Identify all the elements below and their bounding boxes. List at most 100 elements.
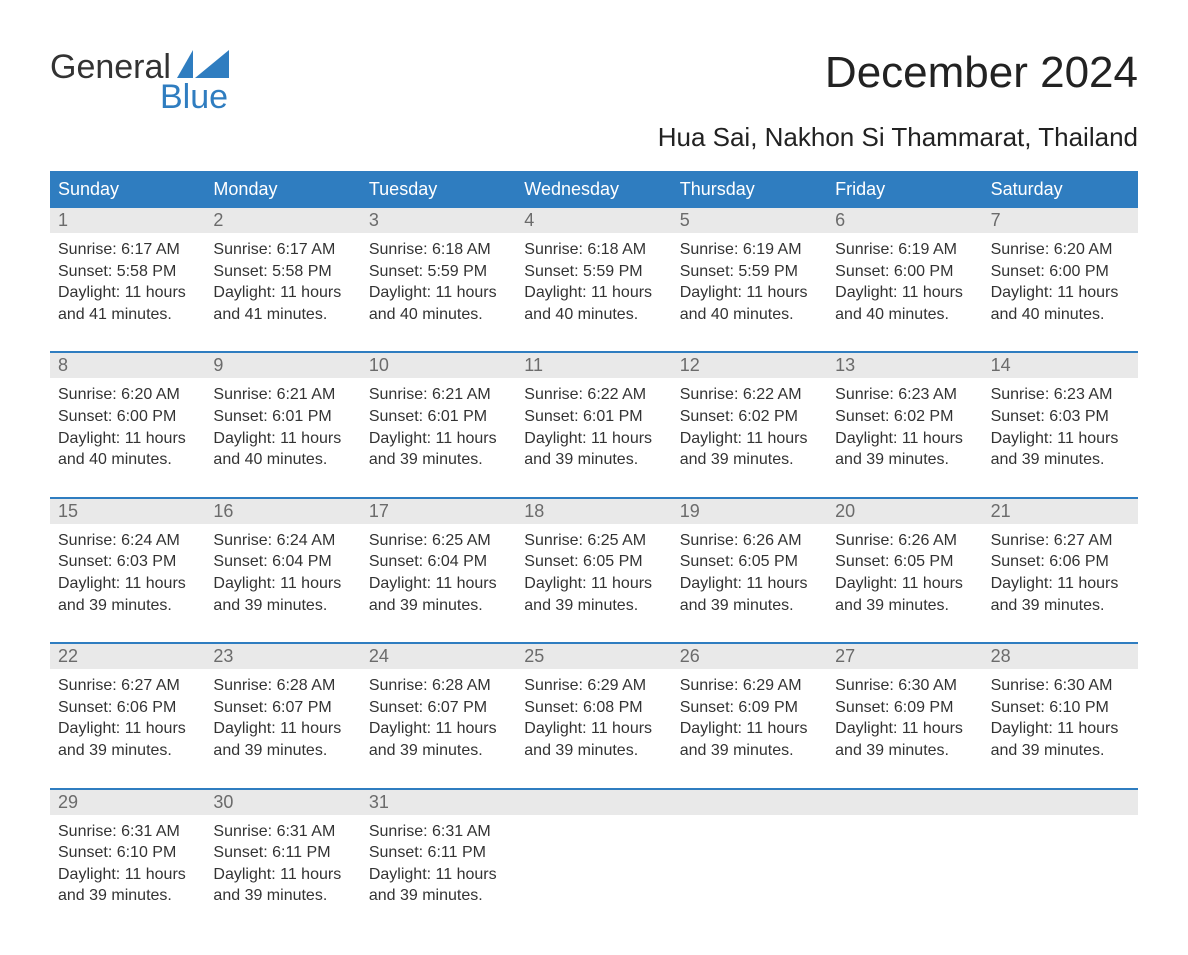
day-number: 19 xyxy=(672,499,827,524)
sunset-text: Sunset: 5:58 PM xyxy=(58,261,197,283)
weekday-header: Monday xyxy=(205,173,360,206)
daylight-text-2: and 40 minutes. xyxy=(835,304,974,326)
sunrise-text: Sunrise: 6:31 AM xyxy=(213,821,352,843)
sunrise-text: Sunrise: 6:20 AM xyxy=(58,384,197,406)
day-number: 30 xyxy=(205,790,360,815)
header: General Blue December 2024 xyxy=(50,50,1138,114)
weekday-header: Friday xyxy=(827,173,982,206)
day-cell: Sunrise: 6:21 AMSunset: 6:01 PMDaylight:… xyxy=(205,378,360,478)
day-cell: Sunrise: 6:22 AMSunset: 6:02 PMDaylight:… xyxy=(672,378,827,478)
calendar-week: 293031 Sunrise: 6:31 AMSunset: 6:10 PMDa… xyxy=(50,788,1138,915)
sunset-text: Sunset: 6:06 PM xyxy=(58,697,197,719)
sunrise-text: Sunrise: 6:17 AM xyxy=(213,239,352,261)
day-number: 7 xyxy=(983,208,1138,233)
weekday-header: Saturday xyxy=(983,173,1138,206)
sunset-text: Sunset: 6:11 PM xyxy=(213,842,352,864)
sunrise-text: Sunrise: 6:24 AM xyxy=(58,530,197,552)
day-number xyxy=(827,790,982,815)
daylight-text-1: Daylight: 11 hours xyxy=(835,282,974,304)
day-cell: Sunrise: 6:24 AMSunset: 6:04 PMDaylight:… xyxy=(205,524,360,624)
sunrise-text: Sunrise: 6:26 AM xyxy=(835,530,974,552)
day-number: 15 xyxy=(50,499,205,524)
sunrise-text: Sunrise: 6:29 AM xyxy=(680,675,819,697)
brand-word-1: General xyxy=(50,50,171,84)
sunset-text: Sunset: 6:09 PM xyxy=(680,697,819,719)
sunrise-text: Sunrise: 6:22 AM xyxy=(680,384,819,406)
daylight-text-2: and 39 minutes. xyxy=(991,449,1130,471)
daylight-text-2: and 39 minutes. xyxy=(680,449,819,471)
sunrise-text: Sunrise: 6:21 AM xyxy=(213,384,352,406)
day-cell: Sunrise: 6:25 AMSunset: 6:05 PMDaylight:… xyxy=(516,524,671,624)
day-cell: Sunrise: 6:28 AMSunset: 6:07 PMDaylight:… xyxy=(205,669,360,769)
day-cell: Sunrise: 6:18 AMSunset: 5:59 PMDaylight:… xyxy=(361,233,516,333)
daylight-text-1: Daylight: 11 hours xyxy=(369,428,508,450)
sunrise-text: Sunrise: 6:28 AM xyxy=(369,675,508,697)
day-number: 5 xyxy=(672,208,827,233)
calendar-week: 891011121314Sunrise: 6:20 AMSunset: 6:00… xyxy=(50,351,1138,478)
day-number: 26 xyxy=(672,644,827,669)
day-number: 2 xyxy=(205,208,360,233)
day-number: 3 xyxy=(361,208,516,233)
day-cell: Sunrise: 6:31 AMSunset: 6:10 PMDaylight:… xyxy=(50,815,205,915)
day-cell: Sunrise: 6:28 AMSunset: 6:07 PMDaylight:… xyxy=(361,669,516,769)
daylight-text-1: Daylight: 11 hours xyxy=(680,573,819,595)
daylight-text-1: Daylight: 11 hours xyxy=(58,428,197,450)
day-number: 24 xyxy=(361,644,516,669)
sunset-text: Sunset: 6:02 PM xyxy=(680,406,819,428)
day-number: 25 xyxy=(516,644,671,669)
day-cell: Sunrise: 6:25 AMSunset: 6:04 PMDaylight:… xyxy=(361,524,516,624)
day-cell xyxy=(516,815,671,915)
day-cell xyxy=(983,815,1138,915)
sunset-text: Sunset: 6:03 PM xyxy=(58,551,197,573)
sunset-text: Sunset: 6:04 PM xyxy=(213,551,352,573)
sunrise-text: Sunrise: 6:30 AM xyxy=(991,675,1130,697)
sunrise-text: Sunrise: 6:20 AM xyxy=(991,239,1130,261)
daylight-text-2: and 39 minutes. xyxy=(213,740,352,762)
day-cell: Sunrise: 6:20 AMSunset: 6:00 PMDaylight:… xyxy=(50,378,205,478)
sunrise-text: Sunrise: 6:22 AM xyxy=(524,384,663,406)
sunset-text: Sunset: 6:00 PM xyxy=(991,261,1130,283)
day-number: 21 xyxy=(983,499,1138,524)
day-number: 27 xyxy=(827,644,982,669)
day-number: 14 xyxy=(983,353,1138,378)
day-cell: Sunrise: 6:24 AMSunset: 6:03 PMDaylight:… xyxy=(50,524,205,624)
daylight-text-2: and 41 minutes. xyxy=(213,304,352,326)
sunset-text: Sunset: 5:58 PM xyxy=(213,261,352,283)
daylight-text-2: and 39 minutes. xyxy=(680,595,819,617)
day-number xyxy=(672,790,827,815)
daylight-text-2: and 39 minutes. xyxy=(524,449,663,471)
sunset-text: Sunset: 6:01 PM xyxy=(369,406,508,428)
daylight-text-2: and 39 minutes. xyxy=(369,595,508,617)
daylight-text-1: Daylight: 11 hours xyxy=(58,282,197,304)
day-number: 9 xyxy=(205,353,360,378)
sunset-text: Sunset: 6:00 PM xyxy=(835,261,974,283)
title-block: December 2024 xyxy=(825,50,1138,96)
day-cell: Sunrise: 6:30 AMSunset: 6:10 PMDaylight:… xyxy=(983,669,1138,769)
daylight-text-1: Daylight: 11 hours xyxy=(680,718,819,740)
day-number: 1 xyxy=(50,208,205,233)
sunset-text: Sunset: 6:06 PM xyxy=(991,551,1130,573)
day-cell: Sunrise: 6:31 AMSunset: 6:11 PMDaylight:… xyxy=(205,815,360,915)
day-number: 17 xyxy=(361,499,516,524)
day-cell: Sunrise: 6:19 AMSunset: 5:59 PMDaylight:… xyxy=(672,233,827,333)
daylight-text-2: and 39 minutes. xyxy=(991,740,1130,762)
daylight-text-2: and 39 minutes. xyxy=(58,740,197,762)
day-cell: Sunrise: 6:29 AMSunset: 6:09 PMDaylight:… xyxy=(672,669,827,769)
calendar-week: 15161718192021Sunrise: 6:24 AMSunset: 6:… xyxy=(50,497,1138,624)
sunset-text: Sunset: 6:09 PM xyxy=(835,697,974,719)
day-cell: Sunrise: 6:19 AMSunset: 6:00 PMDaylight:… xyxy=(827,233,982,333)
day-cell xyxy=(827,815,982,915)
sunrise-text: Sunrise: 6:18 AM xyxy=(369,239,508,261)
sunset-text: Sunset: 5:59 PM xyxy=(524,261,663,283)
daylight-text-2: and 40 minutes. xyxy=(369,304,508,326)
day-number: 10 xyxy=(361,353,516,378)
daylight-text-2: and 40 minutes. xyxy=(524,304,663,326)
day-cell: Sunrise: 6:31 AMSunset: 6:11 PMDaylight:… xyxy=(361,815,516,915)
daylight-text-2: and 39 minutes. xyxy=(369,740,508,762)
daylight-text-1: Daylight: 11 hours xyxy=(524,282,663,304)
calendar-week: 1234567Sunrise: 6:17 AMSunset: 5:58 PMDa… xyxy=(50,206,1138,333)
weekday-header: Sunday xyxy=(50,173,205,206)
sunrise-text: Sunrise: 6:25 AM xyxy=(524,530,663,552)
sunrise-text: Sunrise: 6:28 AM xyxy=(213,675,352,697)
day-number: 16 xyxy=(205,499,360,524)
